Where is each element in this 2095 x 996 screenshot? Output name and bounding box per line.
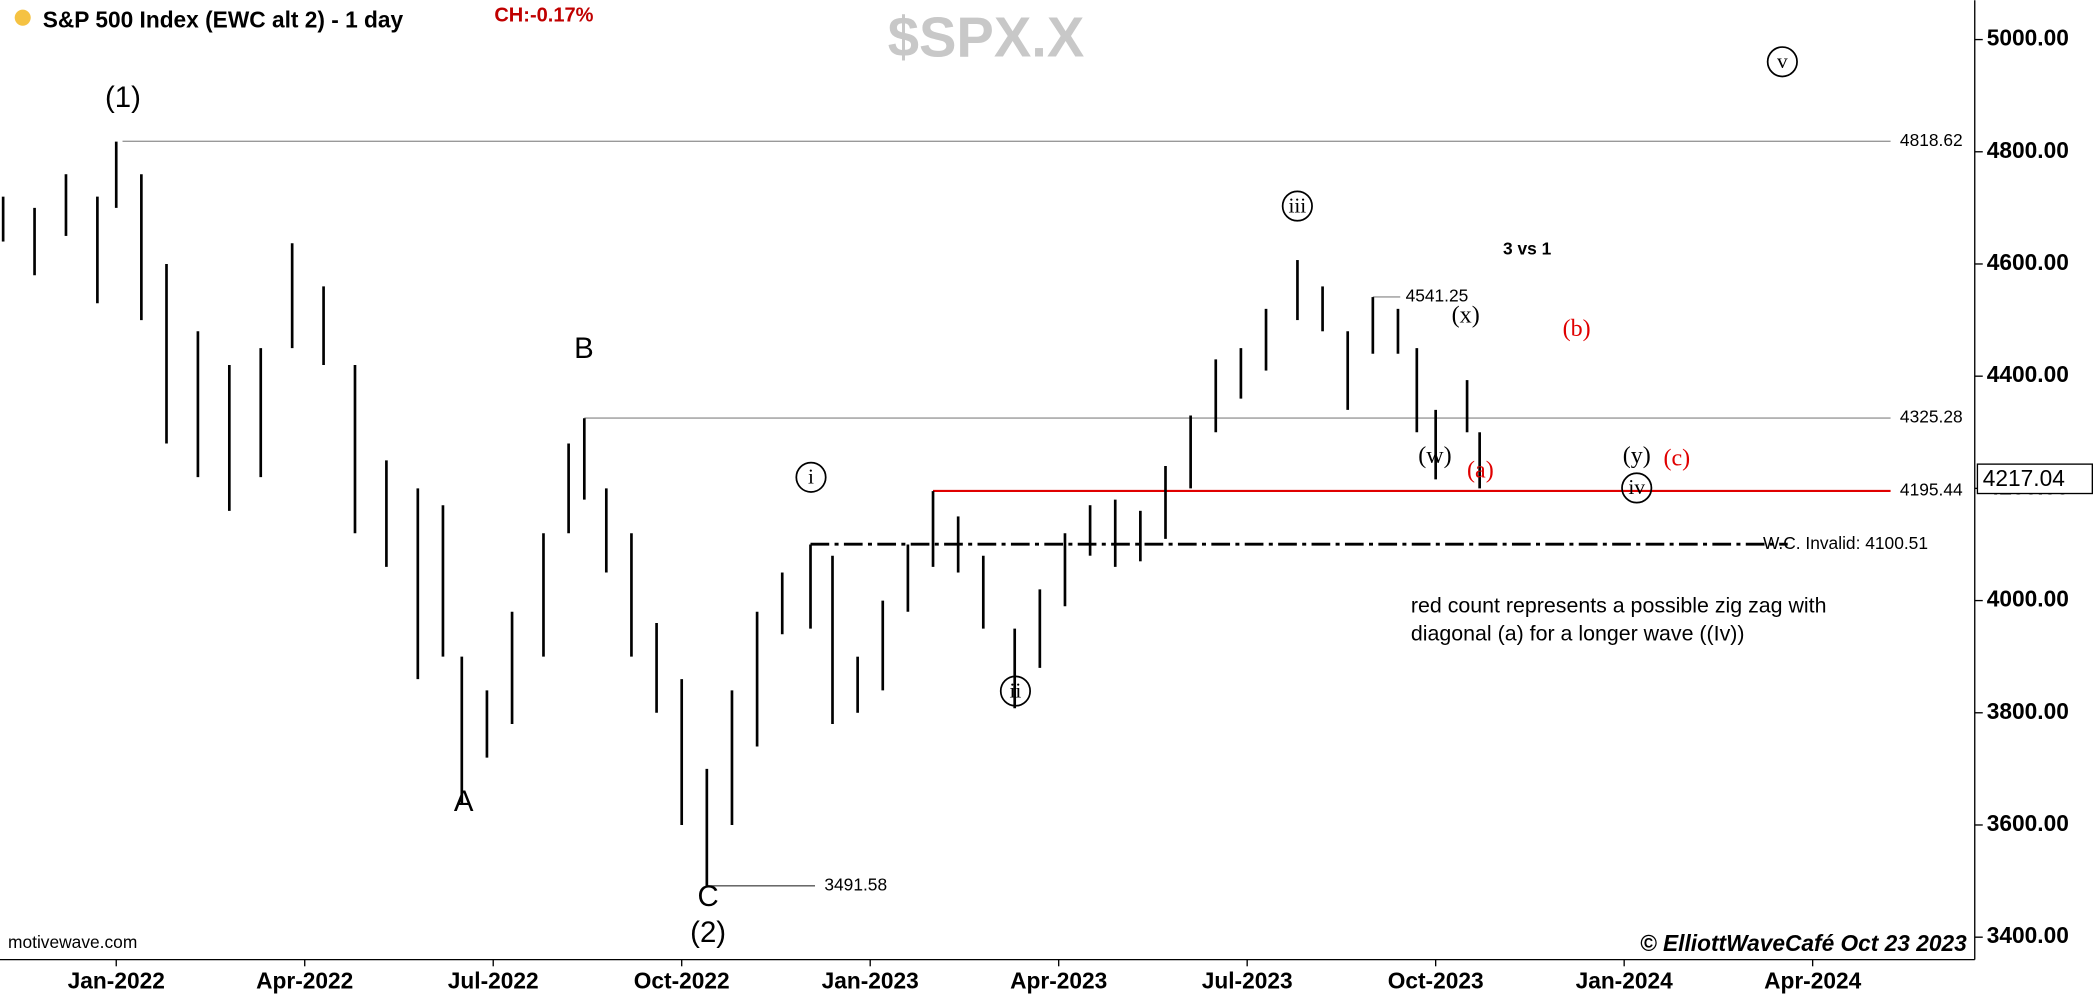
wave-label: C — [698, 880, 719, 913]
wave-circle — [1766, 46, 1798, 78]
last-price: 4217.04 — [1983, 465, 2065, 491]
x-tick-label: Jan-2022 — [68, 967, 165, 993]
x-tick-label: Apr-2023 — [1010, 967, 1107, 993]
level-label: 4195.44 — [1900, 480, 1963, 500]
credit: © ElliottWaveCafé Oct 23 2023 — [1640, 930, 1967, 956]
wave-label: B — [574, 332, 594, 365]
x-tick-label: Oct-2022 — [634, 967, 730, 993]
wave-circle — [1621, 472, 1653, 504]
y-tick-label: 4000.00 — [1987, 586, 2069, 612]
source: motivewave.com — [8, 932, 137, 952]
y-tick-label: 4800.00 — [1987, 137, 2069, 163]
x-tick-label: Jul-2023 — [1202, 967, 1293, 993]
wave-circle — [1281, 190, 1313, 222]
wave-label: 3 vs 1 — [1503, 239, 1552, 259]
wave-label: (y) — [1623, 443, 1651, 469]
y-tick-label: 3600.00 — [1987, 810, 2069, 836]
level-label: 3491.58 — [824, 874, 887, 894]
note: red count represents a possible zig zag … — [1411, 594, 1827, 618]
level-label: 4325.28 — [1900, 407, 1963, 427]
wave-label: (x) — [1452, 302, 1480, 328]
wave-label: ii — [1009, 678, 1021, 702]
wave-label: (a) — [1467, 457, 1494, 483]
y-tick-label: 3400.00 — [1987, 922, 2069, 948]
level-label: 4541.25 — [1406, 286, 1469, 306]
x-tick-label: Oct-2023 — [1388, 967, 1484, 993]
wave-label: (2) — [690, 916, 726, 949]
y-tick-label: 4600.00 — [1987, 249, 2069, 275]
note: diagonal (a) for a longer wave ((Iv)) — [1411, 622, 1745, 646]
status-dot — [14, 9, 31, 26]
y-tick-label: 3800.00 — [1987, 698, 2069, 724]
x-tick-label: Jan-2024 — [1576, 967, 1674, 993]
symbol: $SPX.X — [888, 6, 1085, 69]
wave-circle — [999, 675, 1031, 707]
y-tick-label: 5000.00 — [1987, 25, 2069, 51]
wave-label: (1) — [105, 81, 141, 114]
wave-label: iii — [1288, 193, 1306, 217]
level-label: W.C. Invalid: 4100.51 — [1763, 533, 1928, 553]
wave-label: (b) — [1563, 316, 1591, 342]
x-tick-label: Apr-2022 — [256, 967, 353, 993]
wave-label: i — [808, 465, 814, 489]
wave-label: (w) — [1418, 443, 1451, 469]
wave-label: v — [1777, 49, 1788, 73]
wave-circle — [795, 461, 827, 493]
level-label: 4818.62 — [1900, 130, 1963, 150]
chart-title: S&P 500 Index (EWC alt 2) - 1 day — [43, 7, 404, 33]
y-tick-label: 4400.00 — [1987, 361, 2069, 387]
x-tick-label: Apr-2024 — [1764, 967, 1862, 993]
last-price-box — [1976, 463, 2093, 495]
x-tick-label: Jan-2023 — [822, 967, 919, 993]
x-tick-label: Jul-2022 — [448, 967, 539, 993]
wave-label: A — [454, 785, 474, 818]
wave-label: iv — [1628, 475, 1645, 499]
wave-label: (c) — [1663, 445, 1690, 471]
change: CH:-0.17% — [494, 5, 593, 27]
